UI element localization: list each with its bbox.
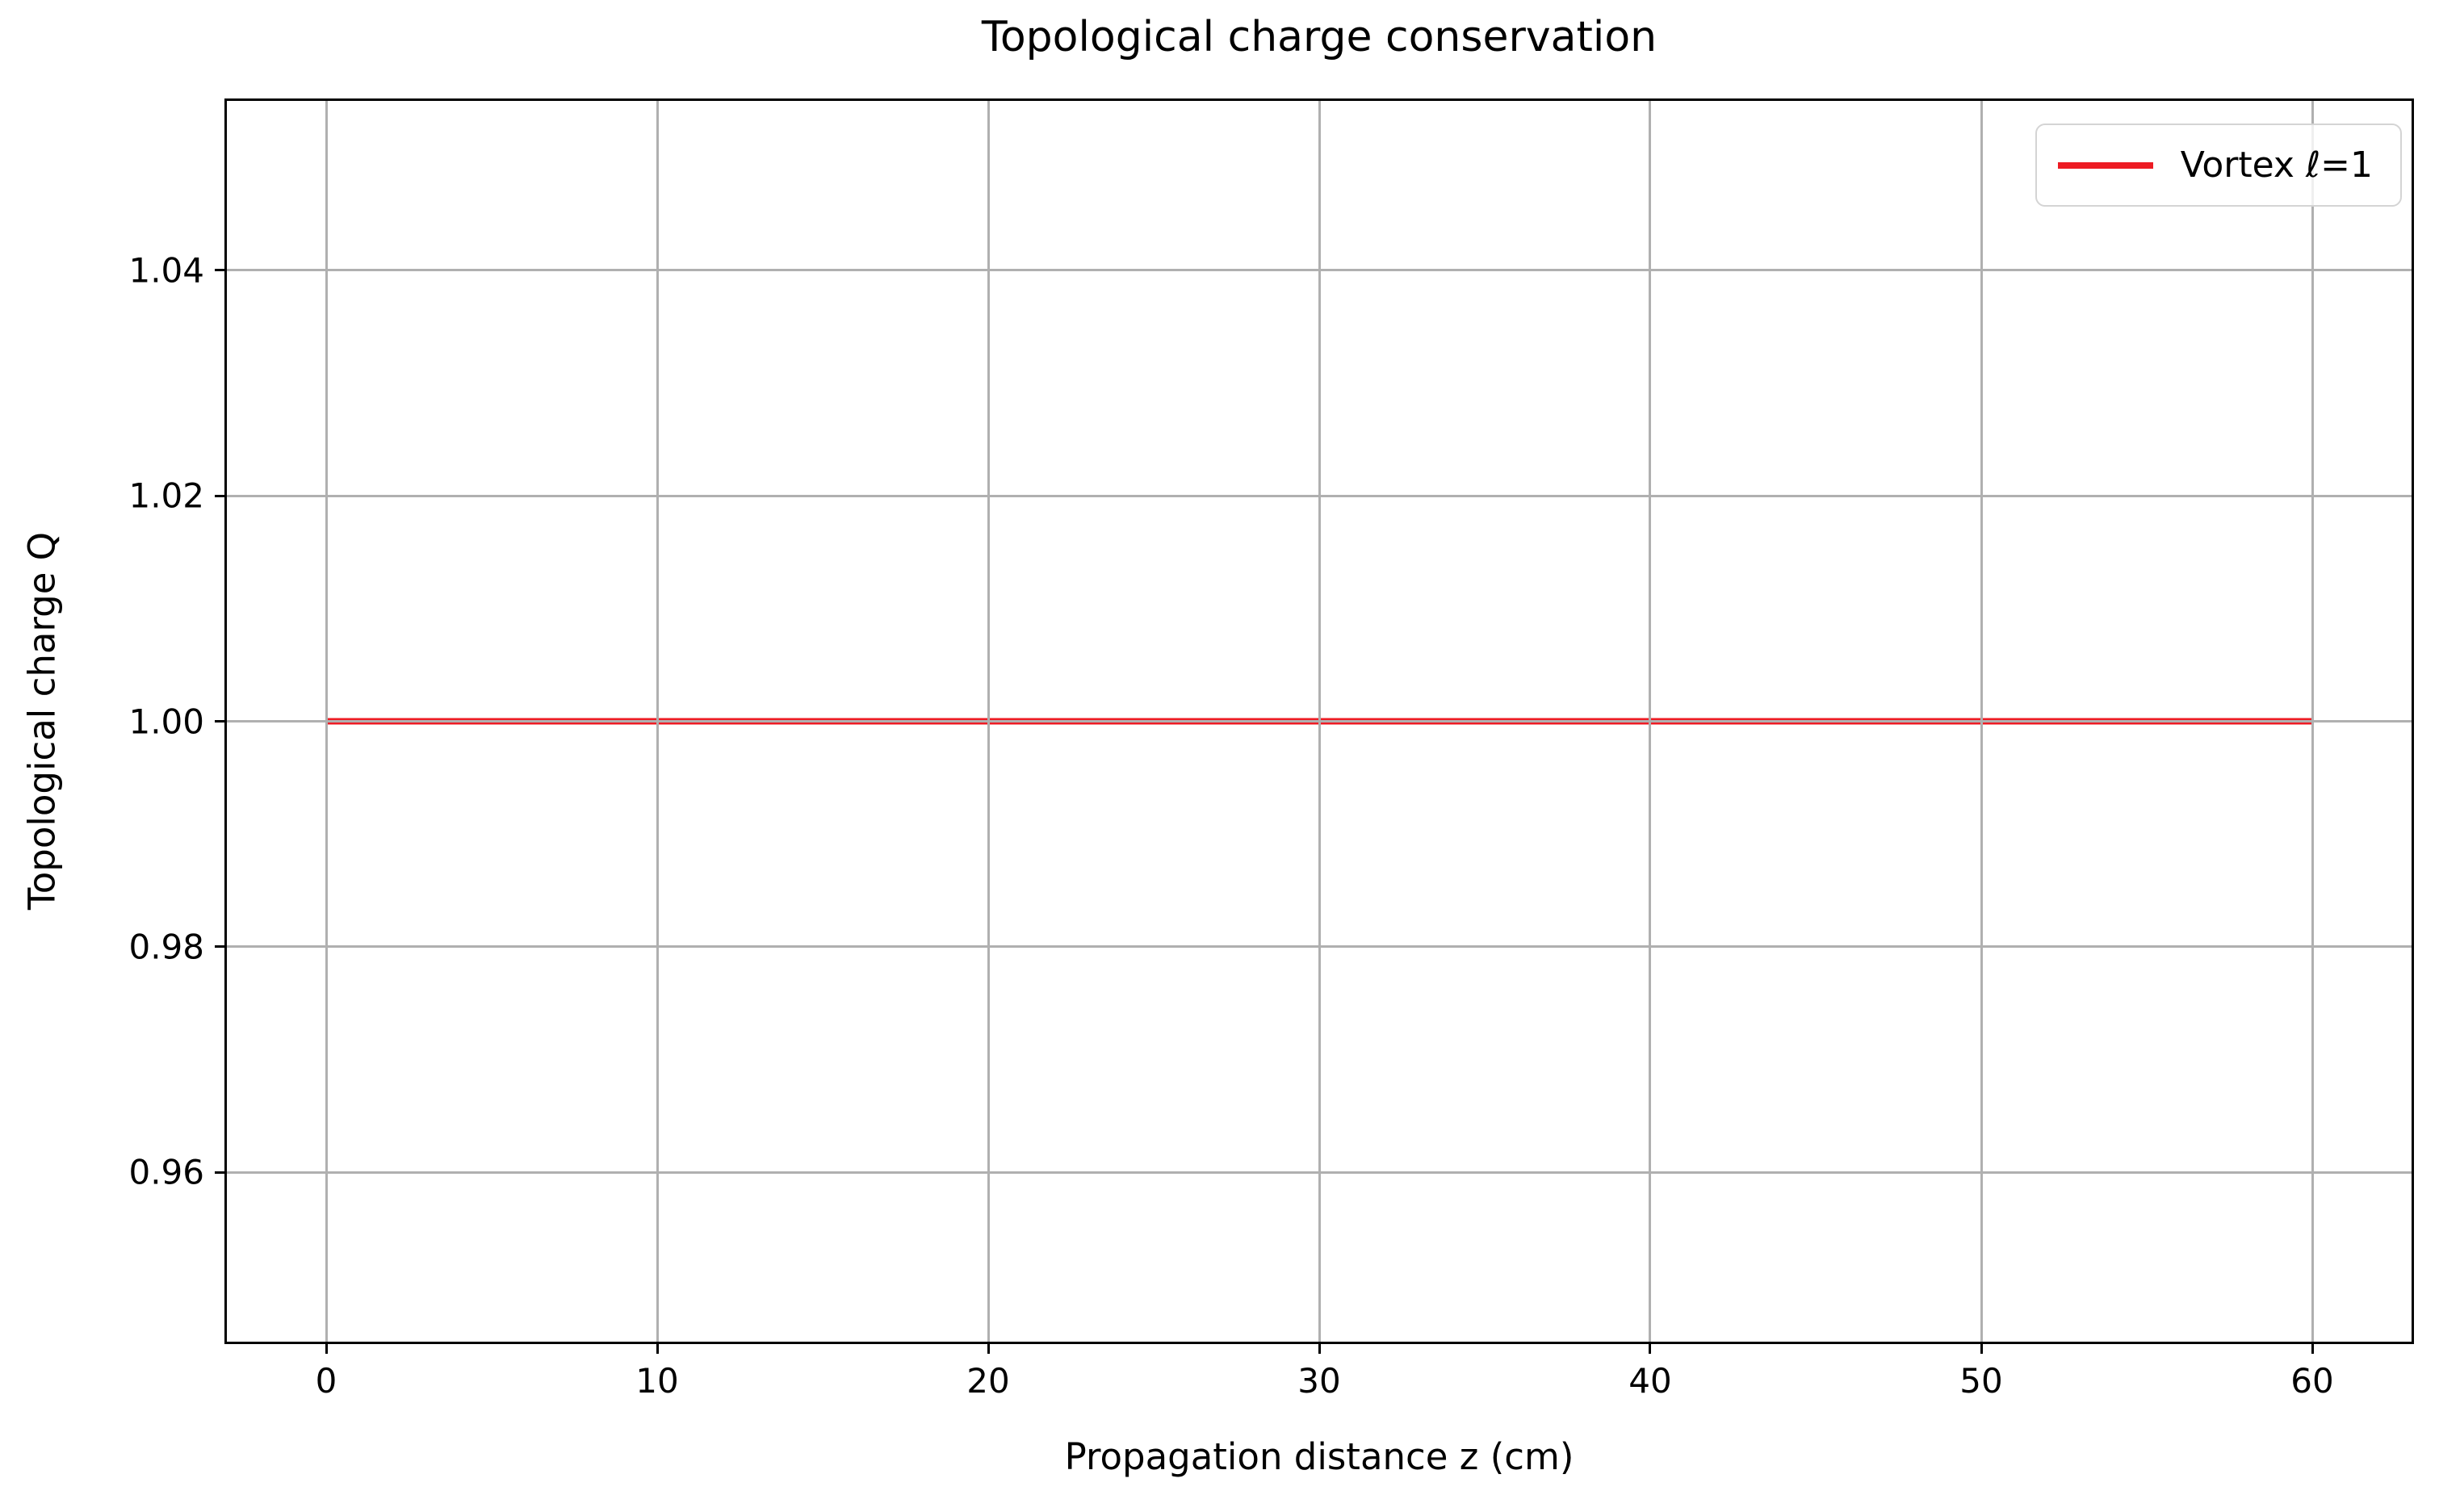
y-tick-label: 0.96 (128, 1152, 204, 1192)
legend: Vortex ℓ=1 (2035, 124, 2402, 207)
x-axis-label: Propagation distance z (cm) (1064, 1435, 1574, 1478)
chart-title: Topological charge conservation (981, 13, 1657, 61)
x-tick-mark (1649, 1342, 1652, 1354)
y-tick-mark (215, 1171, 227, 1174)
y-gridline (227, 269, 2412, 272)
x-tick-label: 30 (1297, 1361, 1341, 1401)
y-tick-mark (215, 945, 227, 949)
x-tick-mark (656, 1342, 659, 1354)
x-tick-label: 0 (315, 1361, 337, 1401)
x-tick-label: 20 (966, 1361, 1010, 1401)
x-tick-mark (325, 1342, 328, 1354)
legend-line-swatch (2057, 161, 2153, 169)
x-tick-label: 60 (2290, 1361, 2334, 1401)
y-tick-label: 0.98 (128, 927, 204, 967)
y-axis-label: Topological charge Q (20, 531, 64, 911)
y-tick-mark (215, 269, 227, 272)
x-tick-mark (2311, 1342, 2314, 1354)
y-tick-label: 1.02 (128, 475, 204, 516)
x-tick-label: 40 (1628, 1361, 1672, 1401)
x-tick-mark (1318, 1342, 1321, 1354)
legend-label: Vortex ℓ=1 (2180, 144, 2373, 186)
x-tick-mark (1980, 1342, 1983, 1354)
x-tick-mark (987, 1342, 990, 1354)
x-tick-label: 50 (1959, 1361, 2003, 1401)
y-tick-mark (215, 494, 227, 497)
plot-area: Vortex ℓ=1 0 10 20 30 40 50 60 0.96 0.98 1.00 1.02… (128, 98, 2414, 1401)
y-tick-mark (215, 720, 227, 722)
y-tick-label: 1.04 (128, 250, 204, 291)
x-tick-label: 10 (635, 1361, 679, 1401)
y-gridline (227, 1171, 2412, 1174)
y-tick-label: 1.00 (128, 702, 204, 741)
y-gridline (227, 494, 2412, 497)
y-gridline (227, 720, 2412, 722)
y-gridline (227, 945, 2412, 949)
